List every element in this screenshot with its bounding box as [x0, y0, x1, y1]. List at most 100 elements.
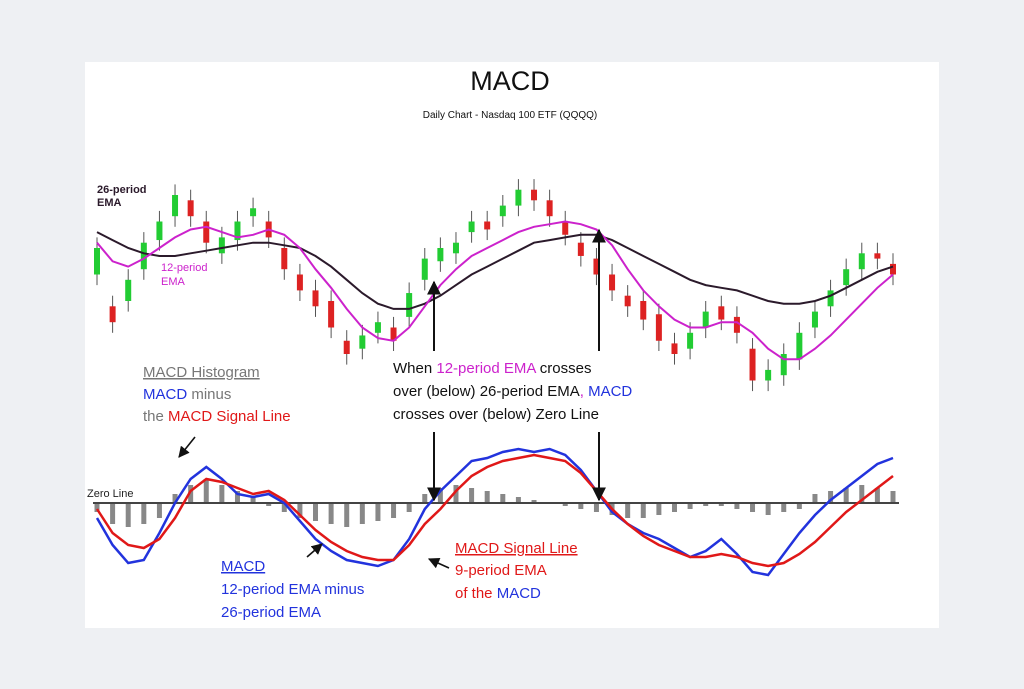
- histogram-bar: [625, 503, 631, 518]
- candle-body-down: [718, 306, 725, 320]
- signal-annotation-macd: MACD: [497, 585, 541, 602]
- candle: [343, 330, 350, 365]
- candle: [609, 263, 616, 301]
- candle: [827, 279, 834, 317]
- histogram-bar: [500, 494, 506, 503]
- candlestick-series: [94, 179, 896, 392]
- candle-body-down: [733, 316, 740, 333]
- candle: [796, 322, 803, 370]
- candle-body-down: [671, 343, 678, 354]
- histogram-bar: [796, 503, 802, 509]
- candle: [390, 316, 397, 352]
- candle-body-up: [702, 311, 709, 328]
- histogram-annotation-the: the: [143, 408, 168, 425]
- candle: [562, 210, 569, 246]
- histogram-bar: [515, 497, 521, 503]
- candle: [765, 359, 772, 392]
- candle-body-down: [609, 274, 616, 291]
- histogram-bar: [125, 503, 131, 527]
- histogram-bar: [703, 503, 709, 506]
- candle: [328, 290, 335, 339]
- candle: [484, 210, 491, 241]
- candle-body-up: [234, 221, 241, 241]
- histogram-bar: [593, 503, 599, 512]
- candle: [203, 210, 210, 254]
- candle: [172, 184, 179, 227]
- candle-body-down: [640, 301, 647, 320]
- histogram-bar: [188, 485, 194, 503]
- histogram-bar: [765, 503, 771, 515]
- candle: [843, 258, 850, 296]
- candle: [671, 332, 678, 365]
- histogram-bar: [94, 503, 100, 512]
- histogram-bar: [859, 485, 865, 503]
- histogram-bar: [453, 485, 459, 503]
- candle-body-down: [187, 200, 194, 217]
- histogram-bar: [203, 479, 209, 503]
- histogram-bar: [469, 488, 475, 503]
- signal-line: [95, 453, 894, 568]
- candle-body-up: [218, 237, 225, 254]
- macd-pointer-arrow: [306, 543, 323, 558]
- histogram-bar: [344, 503, 350, 527]
- candle-body-up: [796, 332, 803, 360]
- candle-body-up: [94, 248, 100, 275]
- histogram-bar: [266, 503, 272, 506]
- candle-body-up: [125, 279, 132, 301]
- histogram-bar: [406, 503, 412, 512]
- candle: [515, 179, 522, 217]
- candle-body-down: [655, 314, 662, 341]
- candle-body-up: [452, 242, 459, 254]
- histogram-bar: [687, 503, 693, 509]
- histogram-bar: [141, 503, 147, 524]
- candle-body-down: [296, 274, 303, 291]
- histogram-bar: [843, 488, 849, 503]
- candle-body-down: [281, 248, 288, 270]
- ema12-line: [96, 220, 894, 361]
- candle: [312, 279, 319, 317]
- candle-body-down: [203, 221, 210, 243]
- histogram-bar: [640, 503, 646, 518]
- signal-pointer-arrow: [427, 558, 450, 569]
- candle: [546, 189, 553, 227]
- zero-line-label: Zero Line: [87, 488, 133, 500]
- candle: [437, 237, 444, 272]
- candle-body-up: [172, 195, 179, 217]
- candle-body-down: [109, 306, 116, 323]
- candle: [452, 232, 459, 264]
- histogram-bar: [359, 503, 365, 524]
- candle: [733, 306, 740, 344]
- candle-body-up: [406, 293, 413, 317]
- crossover-annotation-background: [388, 351, 662, 429]
- candle-body-up: [421, 258, 428, 280]
- candle: [140, 232, 147, 280]
- candle: [874, 242, 881, 270]
- candle: [655, 303, 662, 352]
- histogram-bar: [812, 494, 818, 503]
- ema12-label-line-1: 12-period: [161, 262, 207, 274]
- candle: [250, 197, 257, 227]
- candle-body-up: [499, 205, 506, 217]
- crossover-when: When: [393, 360, 436, 377]
- histogram-bar: [172, 494, 178, 503]
- crossover-over-below: over (below) 26-period EMA: [393, 383, 580, 400]
- histogram-annotation-title: MACD Histogram: [143, 364, 260, 381]
- macd-lines: [95, 447, 894, 577]
- ema26-label: 26-period EMA: [97, 184, 150, 209]
- candle: [406, 282, 413, 328]
- histogram-bar: [313, 503, 319, 521]
- candle-body-up: [843, 269, 850, 286]
- histogram-annotation-signal: MACD Signal Line: [168, 408, 291, 425]
- candle-body-up: [140, 242, 147, 270]
- candle-body-up: [687, 332, 694, 349]
- candle-body-down: [749, 348, 756, 381]
- candle: [624, 285, 631, 317]
- crossover-macd: MACD: [584, 383, 633, 400]
- candle-body-down: [484, 221, 491, 230]
- candle: [125, 269, 132, 312]
- candle-body-down: [546, 200, 553, 217]
- histogram-pointer-arrow: [178, 436, 196, 458]
- histogram-bar: [531, 500, 537, 503]
- macd-chart: MACD Daily Chart - Nasdaq 100 ETF (QQQQ)…: [87, 66, 899, 621]
- signal-annotation-of-the: of the: [455, 585, 497, 602]
